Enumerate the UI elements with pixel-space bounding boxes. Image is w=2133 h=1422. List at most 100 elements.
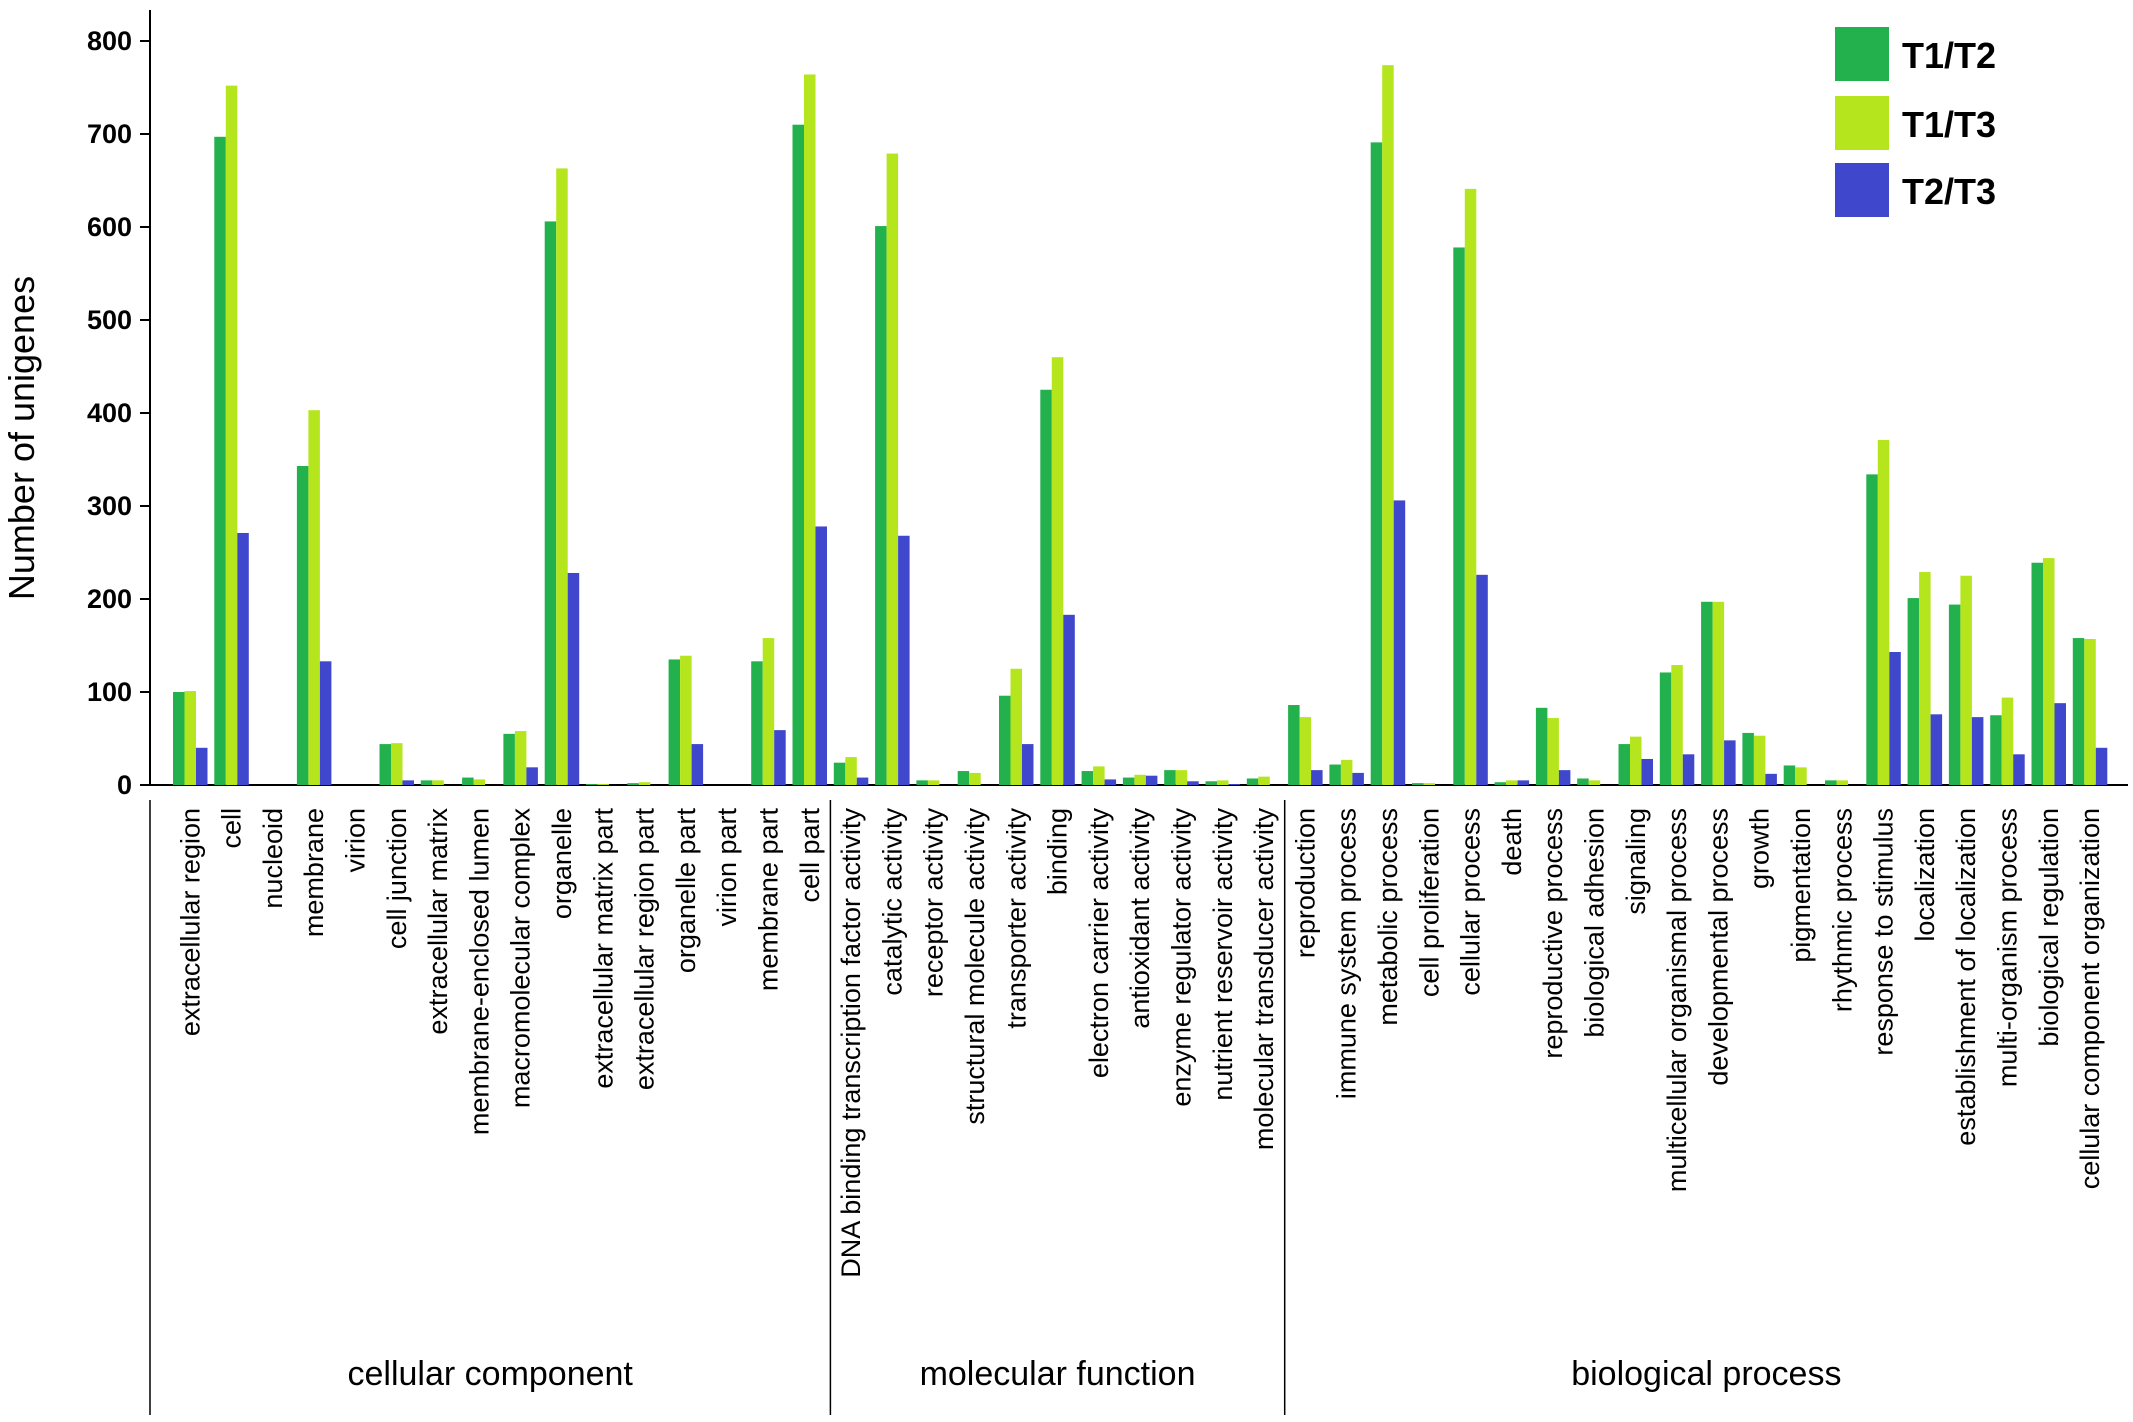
bar-t1-t3 xyxy=(2084,638,2096,785)
bar-t1-t2 xyxy=(1659,672,1672,785)
bar-t1-t2 xyxy=(503,733,515,785)
bar-t1-t2 xyxy=(1866,474,1878,785)
bar-t1-t2 xyxy=(420,780,433,785)
category-label: macromolecular complex xyxy=(506,808,536,1109)
bar-t1-t3 xyxy=(1877,439,1890,785)
category-label: metabolic process xyxy=(1373,808,1403,1026)
bar-t2-t3 xyxy=(526,767,538,785)
legend-swatch xyxy=(1835,163,1889,217)
bar-t1-t3 xyxy=(1960,575,1972,785)
bar-t1-t3 xyxy=(1588,780,1601,785)
bar-t1-t2 xyxy=(833,762,846,785)
category-label: DNA binding transcription factor activit… xyxy=(836,808,866,1278)
category-label: developmental process xyxy=(1703,808,1733,1086)
bar-t1-t2 xyxy=(999,695,1011,785)
bar-t1-t3 xyxy=(1340,759,1353,785)
bar-t1-t2 xyxy=(1081,771,1094,785)
category-label: catalytic activity xyxy=(877,808,907,996)
bar-t2-t3 xyxy=(1228,784,1240,785)
category-label: biological regulation xyxy=(2034,808,2064,1047)
bar-t1-t3 xyxy=(2001,697,2014,785)
category-label: pigmentation xyxy=(1786,808,1816,963)
bar-t1-t2 xyxy=(1288,705,1300,785)
y-tick-label: 200 xyxy=(87,584,132,614)
bar-t2-t3 xyxy=(815,526,827,785)
bar-t1-t2 xyxy=(1535,707,1548,785)
bar-t1-t2 xyxy=(1948,604,1961,785)
category-label: enzyme regulator activity xyxy=(1166,808,1196,1107)
bar-t1-t3 xyxy=(1464,188,1477,785)
bar-t2-t3 xyxy=(1930,714,1943,785)
bar-t1-t2 xyxy=(1825,780,1837,785)
bar-t1-t2 xyxy=(1701,601,1713,785)
legend-swatch xyxy=(1835,27,1889,81)
bar-t2-t3 xyxy=(1724,740,1736,785)
category-label: molecular transducer activity xyxy=(1249,808,1279,1151)
bar-t1-t3 xyxy=(184,691,196,785)
y-tick-label: 600 xyxy=(87,212,132,242)
bar-t2-t3 xyxy=(567,572,580,785)
group-label: molecular function xyxy=(920,1355,1196,1393)
category-label: extracellular region part xyxy=(630,808,660,1091)
category-label: extracellular matrix part xyxy=(588,808,618,1089)
category-label: reproductive process xyxy=(1538,808,1568,1059)
bar-t2-t3 xyxy=(1352,772,1364,785)
bar-t1-t3 xyxy=(1382,65,1394,786)
category-label: multicellular organismal process xyxy=(1662,808,1692,1192)
bar-t1-t3 xyxy=(1258,776,1270,785)
bar-t1-t3 xyxy=(969,772,981,785)
category-label: cell xyxy=(217,808,247,849)
bar-t2-t3 xyxy=(2054,703,2066,785)
category-label: immune system process xyxy=(1332,808,1362,1099)
bar-t1-t2 xyxy=(1246,778,1259,785)
bar-t1-t3 xyxy=(1423,783,1435,785)
bar-t1-t3 xyxy=(638,782,651,785)
category-label: signaling xyxy=(1621,808,1651,915)
bar-t1-t2 xyxy=(1783,765,1796,785)
y-axis-title: Number of unigenes xyxy=(1,276,42,600)
category-label: death xyxy=(1497,808,1527,876)
bar-t1-t3 xyxy=(1671,665,1683,785)
bar-t2-t3 xyxy=(1145,775,1158,785)
bar-t1-t2 xyxy=(1990,715,2002,785)
bar-t2-t3 xyxy=(691,744,704,785)
bar-t2-t3 xyxy=(1517,780,1530,785)
bar-t1-t3 xyxy=(1795,767,1807,785)
category-label: cell part xyxy=(795,808,825,903)
y-tick-label: 500 xyxy=(87,305,132,335)
category-label: cell junction xyxy=(382,808,412,949)
category-label: nutrient reservoir activity xyxy=(1208,808,1238,1101)
y-tick-label: 400 xyxy=(87,398,132,428)
category-label: organelle xyxy=(547,808,577,919)
bar-t1-t2 xyxy=(1618,744,1630,785)
bar-t1-t2 xyxy=(1370,142,1383,785)
group-label: biological process xyxy=(1571,1355,1841,1393)
category-label: localization xyxy=(1910,808,1940,942)
bar-t1-t3 xyxy=(845,757,857,785)
category-label: organelle part xyxy=(671,808,701,974)
y-tick-label: 800 xyxy=(87,26,132,56)
bar-t1-t3 xyxy=(308,410,320,785)
bar-t1-t3 xyxy=(1836,780,1848,785)
bar-t1-t2 xyxy=(957,771,970,785)
bar-t2-t3 xyxy=(1682,754,1695,785)
bar-t2-t3 xyxy=(1311,770,1323,785)
bar-t1-t2 xyxy=(668,659,681,785)
bar-t1-t2 xyxy=(751,661,763,785)
bar-t1-t2 xyxy=(1040,389,1052,785)
bar-t2-t3 xyxy=(402,780,414,785)
category-label: extracellular matrix xyxy=(423,808,453,1035)
bar-t1-t2 xyxy=(875,226,887,785)
category-label: multi-organism process xyxy=(1992,808,2022,1087)
bar-t1-t3 xyxy=(2043,558,2055,785)
bar-t1-t3 xyxy=(1134,774,1146,785)
bar-t2-t3 xyxy=(196,747,208,785)
bar-t1-t3 xyxy=(1753,735,1766,785)
bar-t1-t3 xyxy=(473,779,486,785)
bar-t1-t2 xyxy=(1122,777,1135,785)
bar-t2-t3 xyxy=(237,532,249,785)
bar-t2-t3 xyxy=(1889,652,1901,785)
bar-t2-t3 xyxy=(319,661,332,785)
bar-t1-t2 xyxy=(544,221,557,786)
